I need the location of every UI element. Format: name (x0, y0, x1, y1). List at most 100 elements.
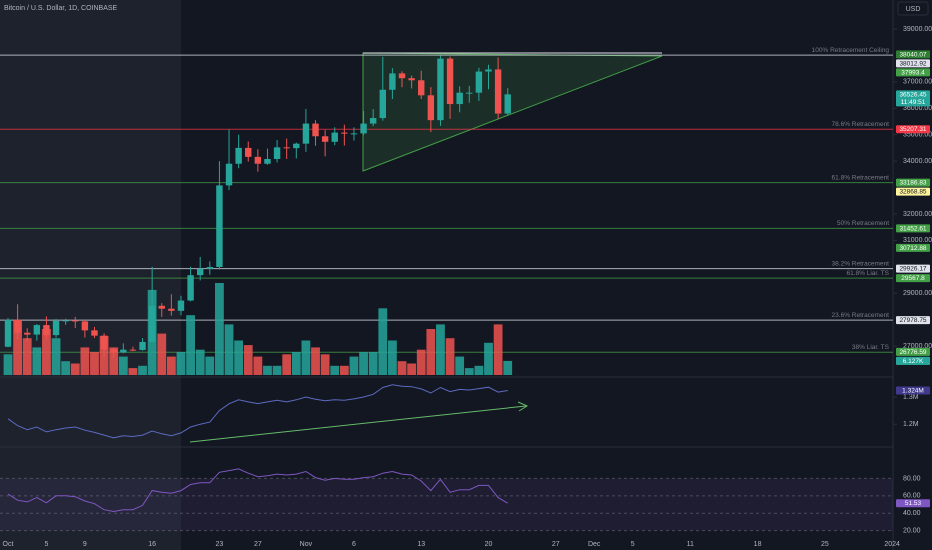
volume-bar (234, 340, 244, 375)
volume-bar (243, 345, 253, 375)
price-tag (896, 90, 930, 107)
y-tick-label: 32000.00 (903, 211, 932, 218)
candle-body (283, 147, 290, 149)
volume-bar (436, 324, 445, 375)
candle-body (350, 133, 358, 135)
level-label: 23.6% Retracement (832, 312, 890, 319)
candle-body (139, 341, 146, 350)
y-tick-label: 34000.00 (903, 158, 932, 165)
x-tick-label: 9 (83, 541, 87, 548)
price-tag (896, 347, 930, 356)
x-tick-label: Oct (3, 541, 14, 548)
price-tag-label: 29926.17 (899, 266, 926, 273)
candle-body (72, 320, 79, 322)
volume-bar (349, 356, 359, 375)
candle-body (302, 123, 310, 144)
volume-tag (896, 356, 930, 365)
level-label: 38.2% Retracement (832, 260, 890, 267)
volume-bar (51, 338, 61, 375)
candle-body (129, 349, 137, 351)
candle-body (331, 132, 338, 142)
price-tag-label: 33186.83 (899, 180, 926, 187)
volume-bar (263, 365, 272, 375)
candle-body (494, 69, 502, 114)
volume-bar (70, 363, 80, 375)
x-tick-label: 6 (352, 541, 356, 548)
volume-bar (291, 352, 301, 375)
rsi-tag-label: 51.53 (905, 500, 922, 507)
candle-body (177, 300, 185, 311)
candle-body (158, 305, 165, 309)
price-tag (896, 178, 930, 187)
x-tick-label: 11 (687, 541, 694, 548)
candle-body (168, 308, 175, 311)
price-tag-label: 38040.07 (899, 51, 926, 58)
rsi-tick-label: 60.00 (903, 493, 921, 500)
volume-bar (388, 340, 397, 375)
countdown: 11:49:51 (901, 99, 926, 106)
candle-body (389, 73, 396, 90)
candle-body (437, 58, 444, 121)
x-tick-label: 16 (148, 541, 156, 548)
price-tag (896, 243, 930, 252)
volume-bar (32, 347, 42, 375)
price-tag-label: 38012.92 (899, 60, 926, 67)
volume-tag-label: 6.127K (903, 358, 924, 365)
volume-bar (118, 356, 128, 375)
rsi-tag (896, 499, 930, 508)
candle-body (245, 147, 252, 157)
candle-body (293, 143, 300, 149)
price-tag-label: 29567.8 (901, 275, 925, 282)
price-tag (896, 224, 930, 233)
chart-title: Bitcoin / U.S. Dollar, 1D, COINBASE (4, 5, 118, 12)
level-label: 50% Retracement (837, 220, 889, 227)
price-tag-label: 35207.31 (899, 126, 926, 133)
price-tag-label: 30712.88 (899, 245, 926, 252)
volume-bar (3, 354, 13, 375)
price-tag (896, 59, 930, 68)
volume-bar (253, 356, 263, 375)
x-tick-label: 20 (485, 541, 493, 548)
x-tick-label: 25 (821, 541, 829, 548)
candle-body (369, 118, 377, 124)
candle-body (456, 92, 463, 105)
price-tag-label: 36526.45 (899, 91, 926, 98)
volume-bar (166, 356, 176, 375)
y-tick-label: 27000.00 (903, 343, 932, 350)
volume-bar (416, 349, 426, 375)
obv-tick-label: 1.2M (903, 421, 919, 428)
y-tick-label: 36000.00 (903, 105, 932, 112)
price-tag (896, 187, 930, 196)
price-tag-label: 37993.4 (901, 69, 925, 76)
volume-bar (272, 365, 282, 375)
rsi-band (0, 478, 893, 531)
candle-body (360, 123, 367, 134)
x-tick-label: 2024 (884, 541, 900, 548)
price-tag (896, 316, 930, 325)
candle-body (418, 80, 425, 96)
candle-body (33, 325, 41, 335)
volume-bar (330, 365, 340, 375)
obv-arrow (189, 401, 529, 443)
level-label: 78.6% Retracement (832, 121, 890, 128)
volume-bar (455, 356, 465, 375)
volume-bar (99, 335, 109, 375)
x-tick-label: 27 (552, 541, 560, 548)
volume-bar (407, 363, 417, 375)
candle-body (475, 71, 483, 93)
candle-body (466, 92, 473, 94)
price-tag (896, 68, 930, 77)
candle-body (197, 268, 204, 276)
candle-body (216, 185, 223, 267)
price-tag (896, 264, 930, 273)
candle-body (398, 73, 406, 79)
volume-bar (90, 352, 99, 375)
y-tick-label: 39000.00 (903, 26, 932, 33)
candle-body (446, 58, 454, 105)
price-tag (896, 274, 930, 283)
volume-bar (474, 365, 484, 375)
price-tag-label: 31452.61 (899, 225, 926, 232)
x-tick-label: 5 (44, 541, 48, 548)
volume-bar (224, 324, 234, 375)
